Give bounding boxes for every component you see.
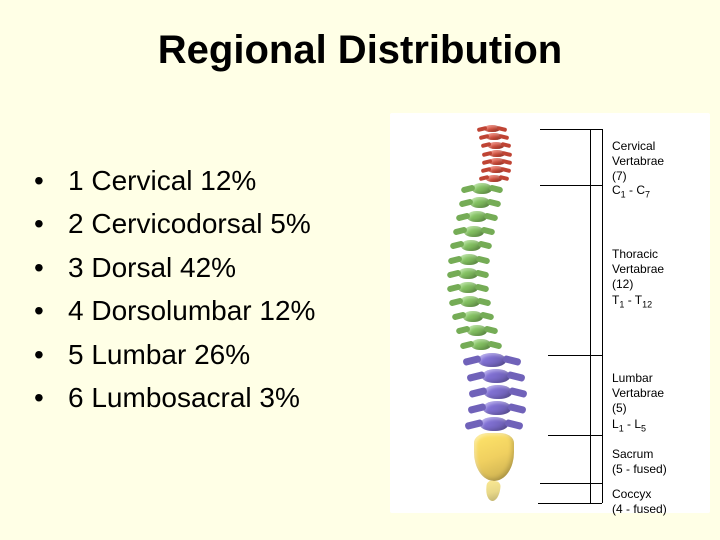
bullet-item: 5 Lumbar 26%	[20, 333, 390, 376]
cervical-vertebra	[488, 166, 504, 173]
coccyx	[485, 480, 501, 501]
lumbar-vertebra	[480, 417, 508, 431]
thoracic-vertebra	[470, 197, 490, 208]
guide-tick	[540, 483, 602, 484]
page-title: Regional Distribution	[0, 0, 720, 83]
content-row: 1 Cervical 12%2 Cervicodorsal 5%3 Dorsal…	[0, 83, 720, 513]
spine-label: CervicalVertabrae(7)	[612, 139, 664, 184]
bullet-item: 6 Lumbosacral 3%	[20, 376, 390, 419]
spine-label: LumbarVertabrae(5)	[612, 371, 664, 416]
thoracic-vertebra	[461, 240, 481, 251]
cervical-vertebra	[489, 150, 505, 157]
thoracic-vertebra	[467, 211, 487, 222]
thoracic-vertebra	[458, 282, 478, 293]
thoracic-vertebra	[471, 339, 491, 350]
thoracic-vertebra	[472, 183, 492, 194]
cervical-vertebra	[486, 175, 502, 182]
lumbar-vertebra	[478, 353, 506, 367]
guide-tick	[548, 355, 602, 356]
thoracic-vertebra	[459, 254, 479, 265]
thoracic-vertebra	[463, 311, 483, 322]
spine-column	[430, 121, 540, 501]
bullet-column: 1 Cervical 12%2 Cervicodorsal 5%3 Dorsal…	[20, 113, 390, 419]
sacrum	[474, 433, 514, 481]
spine-range-label: C1 - C7	[612, 183, 650, 201]
guide-tick	[540, 185, 602, 186]
spine-label: Sacrum(5 - fused)	[612, 447, 667, 477]
thoracic-vertebra	[467, 325, 487, 336]
bullet-item: 3 Dorsal 42%	[20, 246, 390, 289]
lumbar-vertebra	[483, 401, 511, 415]
bullet-item: 4 Dorsolumbar 12%	[20, 289, 390, 332]
cervical-vertebra	[488, 142, 504, 149]
lumbar-vertebra	[484, 385, 512, 399]
spine-label: ThoracicVertabrae(12)	[612, 247, 664, 292]
spine-diagram: CervicalVertabrae(7)C1 - C7 ThoracicVerta…	[390, 113, 710, 513]
thoracic-vertebra	[460, 296, 480, 307]
bullet-item: 1 Cervical 12%	[20, 159, 390, 202]
guide-vline	[602, 129, 603, 503]
spine-label: Coccyx(4 - fused)	[612, 487, 667, 517]
guide-tick	[538, 503, 602, 504]
guide-tick	[548, 435, 602, 436]
thoracic-vertebra	[464, 226, 484, 237]
bullet-list: 1 Cervical 12%2 Cervicodorsal 5%3 Dorsal…	[20, 159, 390, 419]
cervical-vertebra	[486, 133, 502, 140]
thoracic-vertebra	[458, 268, 478, 279]
guide-tick	[540, 129, 602, 130]
bullet-item: 2 Cervicodorsal 5%	[20, 202, 390, 245]
cervical-vertebra	[484, 125, 500, 132]
cervical-vertebra	[489, 158, 505, 165]
lumbar-vertebra	[482, 369, 510, 383]
spine-range-label: L1 - L5	[612, 417, 646, 435]
spine-range-label: T1 - T12	[612, 293, 652, 311]
